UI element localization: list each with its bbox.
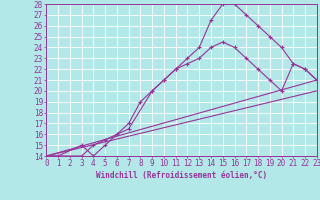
- X-axis label: Windchill (Refroidissement éolien,°C): Windchill (Refroidissement éolien,°C): [96, 171, 267, 180]
